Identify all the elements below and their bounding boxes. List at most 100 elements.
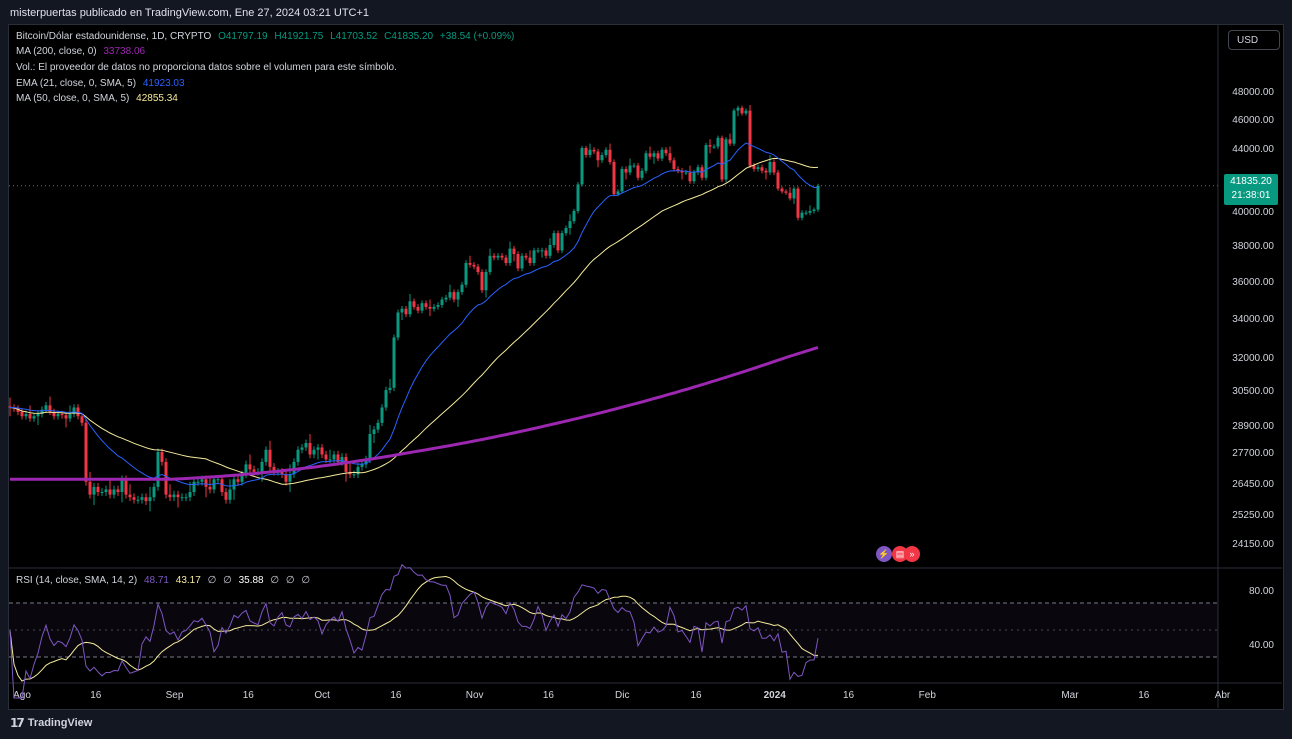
- candle-body: [400, 308, 404, 313]
- candle-body: [108, 489, 112, 495]
- candle-body: [300, 447, 304, 450]
- candle-body: [644, 153, 648, 171]
- rsi-extra-3: ∅: [270, 575, 280, 586]
- candle-body: [28, 414, 32, 419]
- candle-body: [588, 149, 592, 155]
- candle-body: [416, 306, 420, 311]
- candle-body: [592, 149, 596, 152]
- candle-body: [448, 292, 452, 298]
- candle-body: [528, 257, 532, 263]
- legend-ema21-row[interactable]: EMA (21, close, 0, SMA, 5) 41923.03: [16, 78, 189, 89]
- candle-body: [516, 254, 520, 269]
- candle-body: [388, 387, 392, 390]
- candle-body: [768, 162, 772, 173]
- price-tick-label: 26450.00: [1232, 479, 1274, 490]
- candle-body: [756, 167, 760, 169]
- last-price-label: 41835.20 21:38:01: [1224, 174, 1278, 205]
- candle-body: [32, 416, 36, 419]
- candle-body: [696, 167, 700, 173]
- candle-body: [500, 255, 504, 258]
- event-marker-icon[interactable]: »: [904, 546, 920, 562]
- candle-body: [548, 245, 552, 256]
- time-tick-label: Abr: [1215, 690, 1231, 701]
- candle-body: [508, 248, 512, 263]
- candle-body: [120, 479, 124, 493]
- symbol-name[interactable]: Bitcoin/Dólar estadounidense, 1D, CRYPTO: [16, 31, 212, 42]
- time-tick-label: 16: [843, 690, 855, 701]
- rsi-extra-2: ∅: [223, 575, 232, 586]
- time-tick-label: Sep: [166, 690, 184, 701]
- candle-body: [464, 263, 468, 285]
- candle-body: [156, 452, 160, 487]
- candle-body: [364, 459, 368, 465]
- candle-body: [420, 303, 424, 311]
- candle-body: [648, 153, 652, 157]
- candle-body: [812, 209, 816, 211]
- price-tick-label: 24150.00: [1232, 539, 1274, 550]
- currency-button[interactable]: USD: [1228, 30, 1280, 50]
- candle-body: [732, 110, 736, 144]
- candle-body: [152, 486, 156, 498]
- candle-body: [148, 497, 152, 502]
- ohlc-low: L41703.52: [330, 31, 378, 42]
- legend-ma50-row[interactable]: MA (50, close, 0, SMA, 5) 42855.34: [16, 93, 182, 104]
- candle-body: [196, 481, 200, 483]
- event-badges[interactable]: ⚡ ▤ »: [876, 546, 920, 562]
- candle-body: [412, 301, 416, 307]
- ma50-label: MA (50, close, 0, SMA, 5): [16, 93, 130, 104]
- rsi-line: [9, 563, 819, 699]
- rsi-tick-label: 40.00: [1249, 640, 1274, 651]
- price-tick-label: 48000.00: [1232, 87, 1274, 98]
- legend-volume-row: Vol.: El proveedor de datos no proporcio…: [16, 62, 401, 73]
- candle-body: [116, 489, 120, 493]
- candle-body: [404, 308, 408, 315]
- candle-body: [436, 305, 440, 307]
- candle-body: [220, 479, 224, 493]
- candle-body: [816, 185, 820, 210]
- candle-body: [424, 303, 428, 307]
- candle-body: [340, 456, 344, 462]
- candle-body: [304, 443, 308, 448]
- time-tick-label: 16: [1138, 690, 1150, 701]
- candle-body: [224, 492, 228, 500]
- candle-body: [208, 486, 212, 490]
- lightning-icon[interactable]: ⚡: [876, 546, 892, 562]
- candle-body: [656, 153, 660, 159]
- candle-body: [720, 137, 724, 180]
- volume-note: Vol.: El proveedor de datos no proporcio…: [16, 62, 397, 73]
- ohlc-close: C41835.20: [384, 31, 434, 42]
- price-tick-label: 28900.00: [1232, 421, 1274, 432]
- candle-body: [380, 407, 384, 423]
- candle-body: [476, 266, 480, 272]
- candle-body: [776, 172, 780, 189]
- candle-body: [692, 172, 696, 182]
- candle-body: [504, 257, 508, 263]
- candle-body: [16, 408, 20, 412]
- candle-body: [432, 306, 436, 309]
- candle-body: [200, 479, 204, 482]
- candle-body: [468, 263, 472, 265]
- candle-body: [568, 221, 572, 228]
- candle-body: [484, 272, 488, 291]
- candle-body: [608, 149, 612, 162]
- legend-rsi-row[interactable]: RSI (14, close, SMA, 14, 2) 48.71 43.17 …: [16, 575, 314, 586]
- legend-ma200-row[interactable]: MA (200, close, 0) 33738.06: [16, 46, 149, 57]
- candle-body: [24, 414, 28, 417]
- chart-frame[interactable]: [8, 24, 1284, 710]
- candle-body: [724, 139, 728, 180]
- price-tick-label: 40000.00: [1232, 207, 1274, 218]
- candle-body: [308, 443, 312, 455]
- price-tick-label: 38000.00: [1232, 241, 1274, 252]
- candle-body: [80, 416, 84, 423]
- candle-body: [344, 456, 348, 472]
- candle-body: [48, 405, 52, 412]
- candle-body: [176, 494, 180, 498]
- footer-brand[interactable]: 𝟭𝟳 TradingView: [10, 716, 92, 730]
- candle-body: [672, 160, 676, 169]
- candle-body: [44, 405, 48, 410]
- rsi-extra-1: ∅: [207, 575, 217, 586]
- ma50-line: [9, 157, 819, 485]
- candle-body: [372, 429, 376, 434]
- candle-body: [320, 447, 324, 455]
